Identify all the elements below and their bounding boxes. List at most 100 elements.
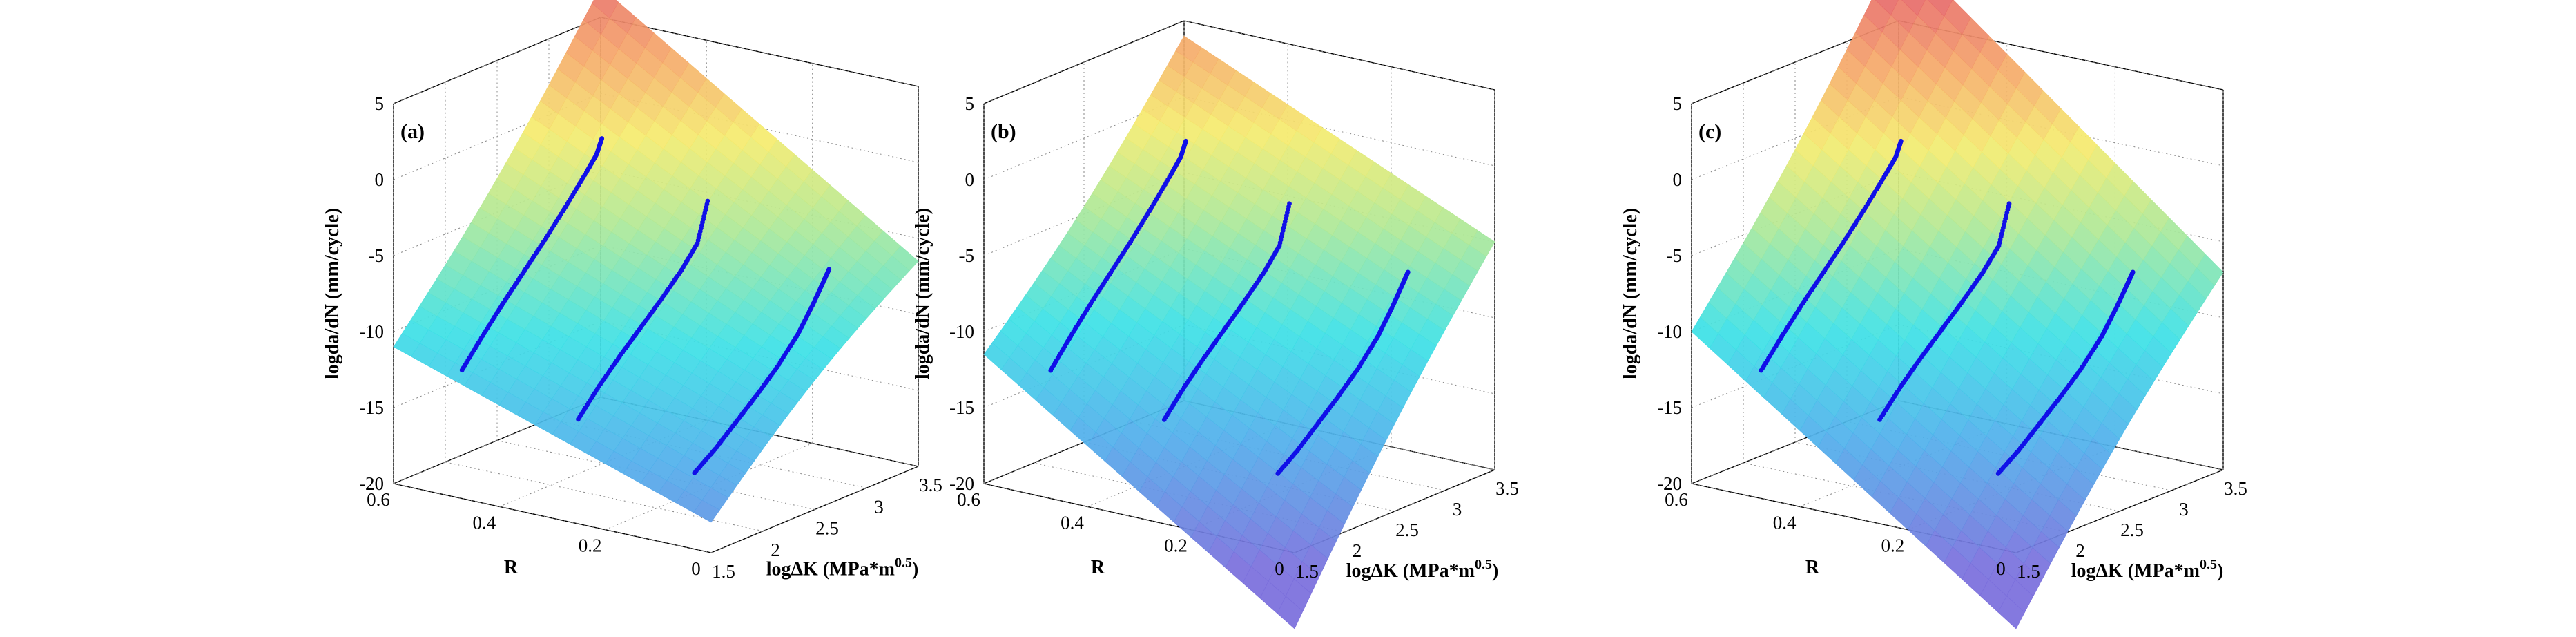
- surface: [1691, 0, 2224, 629]
- series-R-0-1: [1275, 269, 1411, 476]
- y-tick-label: 0: [1275, 558, 1284, 579]
- x-tick-label: 2: [1353, 540, 1362, 561]
- grid-line: [393, 483, 712, 553]
- z-tick-label: 0: [1673, 169, 1683, 190]
- y-tick-label: 0.4: [1773, 512, 1797, 533]
- x-tick-label: 3.5: [2224, 478, 2247, 499]
- y-tick-label: 0.6: [1665, 489, 1688, 510]
- x-tick-label: 1.5: [1295, 561, 1319, 582]
- z-tick-label: 0: [375, 169, 385, 190]
- series-R-0-1: [692, 267, 832, 475]
- y-tick-label: 0.6: [367, 489, 390, 510]
- data-point: [2006, 201, 2012, 207]
- z-tick-label: -5: [959, 245, 975, 266]
- data-point: [2130, 269, 2136, 275]
- grid-line: [1183, 400, 1495, 470]
- grid-line: [1183, 20, 1495, 91]
- data-point: [1287, 201, 1292, 207]
- z-tick-label: 5: [375, 93, 385, 114]
- z-tick-label: -5: [1667, 245, 1683, 266]
- y-tick-label: 0.6: [957, 489, 980, 510]
- series-R-0-3: [576, 198, 710, 422]
- grid-line: [1183, 324, 1495, 394]
- z-tick-label: -20: [359, 473, 384, 494]
- series-R-0-5: [459, 136, 605, 373]
- data-point: [826, 267, 832, 272]
- surface-patch: [1927, 0, 1953, 17]
- surface-patch: [1175, 35, 1202, 63]
- z-tick-label: -20: [1657, 473, 1682, 494]
- y-tick-label: 0: [691, 558, 701, 579]
- tick-labels: -20 -15 -10 -5 0 5 1.5 2 2.5 3 3.5 0 0.2 0.4 0.6: [1657, 93, 2247, 582]
- grid-line: [983, 483, 1295, 553]
- y-tick-label: 0.2: [579, 535, 602, 556]
- x-tick-label: 1.5: [2017, 561, 2040, 582]
- x-tick-label: 2.5: [1395, 520, 1419, 540]
- x-tick-label: 1.5: [712, 561, 735, 582]
- grid-line: [1898, 20, 2224, 91]
- series-R-0-3: [1877, 201, 2012, 422]
- surface-patch: [1875, 0, 1899, 16]
- y-axis-label: R: [1091, 557, 1105, 578]
- surface-patch: [1944, 0, 1971, 35]
- series-R-0-5: [1759, 138, 1904, 373]
- z-tick-label: -10: [359, 321, 384, 342]
- data-point: [1183, 138, 1188, 144]
- x-tick-label: 3.5: [1495, 478, 1519, 499]
- y-tick-label: 0.4: [1061, 512, 1084, 533]
- y-tick-label: 0.2: [1881, 535, 1904, 556]
- panel-label: (b): [991, 120, 1016, 143]
- grid-line: [600, 17, 919, 87]
- grid-line: [1294, 469, 1495, 553]
- z-axis-label: logda/dN (mm/cycle): [1620, 208, 1641, 379]
- panel-label: (a): [400, 120, 425, 143]
- surface: [983, 35, 1495, 629]
- data-point: [1898, 138, 1904, 144]
- x-tick-label: 2: [2075, 540, 2085, 561]
- x-tick-label: 2.5: [2120, 520, 2144, 540]
- z-tick-label: -10: [949, 321, 974, 342]
- grid-line: [1034, 462, 1345, 533]
- x-tick-label: 2: [771, 540, 780, 560]
- x-tick-label: 3.5: [919, 475, 942, 495]
- series-R-0-1: [1995, 269, 2136, 476]
- series-R-0-5: [1048, 138, 1188, 373]
- z-tick-label: -15: [359, 397, 384, 418]
- series-R-0-3: [1161, 201, 1292, 422]
- y-axis-label: R: [504, 557, 519, 578]
- surface-patch: [1917, 0, 1945, 34]
- surface-patch: [592, 0, 619, 19]
- data-point: [1405, 269, 1411, 275]
- chart-panel-a: -20 -15 -10 -5 0 5 1.5 2 2.5 3 3.5 0 0.2 0.4 0.6 logda/…: [322, 0, 942, 582]
- x-tick-label: 3: [1453, 499, 1462, 520]
- x-axis-label: logΔK (MPa*m0.5): [1346, 557, 1499, 582]
- data-point: [705, 198, 710, 204]
- tick-labels: -20 -15 -10 -5 0 5 1.5 2 2.5 3 3.5 0 0.2 0.4 0.6: [949, 93, 1519, 582]
- y-tick-label: 0: [1996, 558, 2006, 579]
- grid-line: [1183, 96, 1495, 167]
- surface-patch: [1863, 0, 1891, 33]
- data-point: [599, 136, 605, 141]
- grid-line: [710, 466, 919, 553]
- z-tick-label: 0: [965, 169, 975, 190]
- grid-line: [1691, 483, 2017, 553]
- x-axis-label: logΔK (MPa*m0.5): [766, 555, 919, 580]
- z-axis-label: logda/dN (mm/cycle): [322, 208, 343, 379]
- x-axis-label: logΔK (MPa*m0.5): [2071, 557, 2224, 582]
- y-axis-label: R: [1805, 557, 1820, 578]
- z-tick-label: -10: [1657, 321, 1682, 342]
- tick-labels: -20 -15 -10 -5 0 5 1.5 2 2.5 3 3.5 0 0.2 0.4 0.6: [359, 93, 942, 582]
- x-tick-label: 3: [874, 496, 884, 517]
- surface: [393, 0, 919, 523]
- z-tick-label: 5: [1673, 93, 1683, 114]
- y-tick-label: 0.4: [472, 512, 496, 533]
- surface-patch: [1901, 0, 1926, 16]
- x-tick-label: 2.5: [815, 518, 839, 539]
- chart-panel-b: -20 -15 -10 -5 0 5 1.5 2 2.5 3 3.5 0 0.2 0.4 0.6 logda/…: [912, 20, 1519, 629]
- surface-patch: [1890, 0, 1918, 33]
- z-tick-label: -15: [1657, 397, 1682, 418]
- x-tick-label: 3: [2179, 499, 2189, 520]
- z-tick-label: 5: [965, 93, 975, 114]
- z-tick-label: -5: [369, 245, 385, 266]
